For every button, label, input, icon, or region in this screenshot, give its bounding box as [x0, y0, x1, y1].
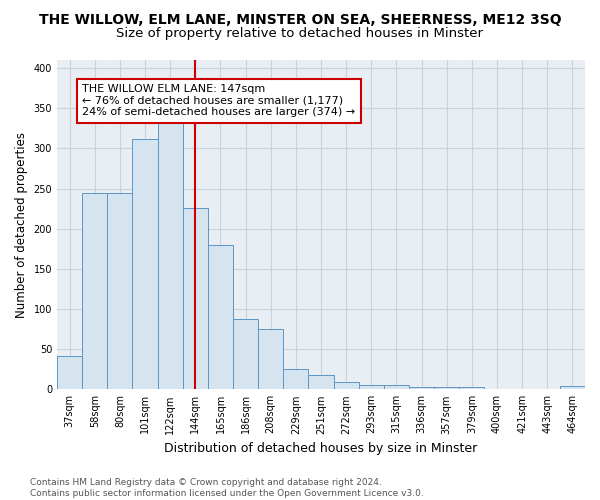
Bar	[434, 387, 459, 390]
Bar	[560, 386, 585, 390]
Bar	[384, 386, 409, 390]
Bar	[133, 138, 158, 390]
Bar	[409, 387, 434, 390]
Bar	[82, 192, 107, 390]
Bar	[208, 244, 233, 390]
Bar	[359, 386, 384, 390]
Bar	[308, 375, 334, 390]
X-axis label: Distribution of detached houses by size in Minster: Distribution of detached houses by size …	[164, 442, 478, 455]
Bar	[258, 329, 283, 390]
Bar	[459, 387, 484, 390]
Bar	[107, 192, 133, 390]
Bar	[283, 369, 308, 390]
Bar	[233, 318, 258, 390]
Y-axis label: Number of detached properties: Number of detached properties	[15, 132, 28, 318]
Text: THE WILLOW, ELM LANE, MINSTER ON SEA, SHEERNESS, ME12 3SQ: THE WILLOW, ELM LANE, MINSTER ON SEA, SH…	[38, 12, 562, 26]
Bar	[334, 382, 359, 390]
Bar	[183, 208, 208, 390]
Text: THE WILLOW ELM LANE: 147sqm
← 76% of detached houses are smaller (1,177)
24% of : THE WILLOW ELM LANE: 147sqm ← 76% of det…	[82, 84, 355, 117]
Text: Size of property relative to detached houses in Minster: Size of property relative to detached ho…	[116, 28, 484, 40]
Bar	[57, 356, 82, 390]
Bar	[158, 122, 183, 390]
Text: Contains HM Land Registry data © Crown copyright and database right 2024.
Contai: Contains HM Land Registry data © Crown c…	[30, 478, 424, 498]
